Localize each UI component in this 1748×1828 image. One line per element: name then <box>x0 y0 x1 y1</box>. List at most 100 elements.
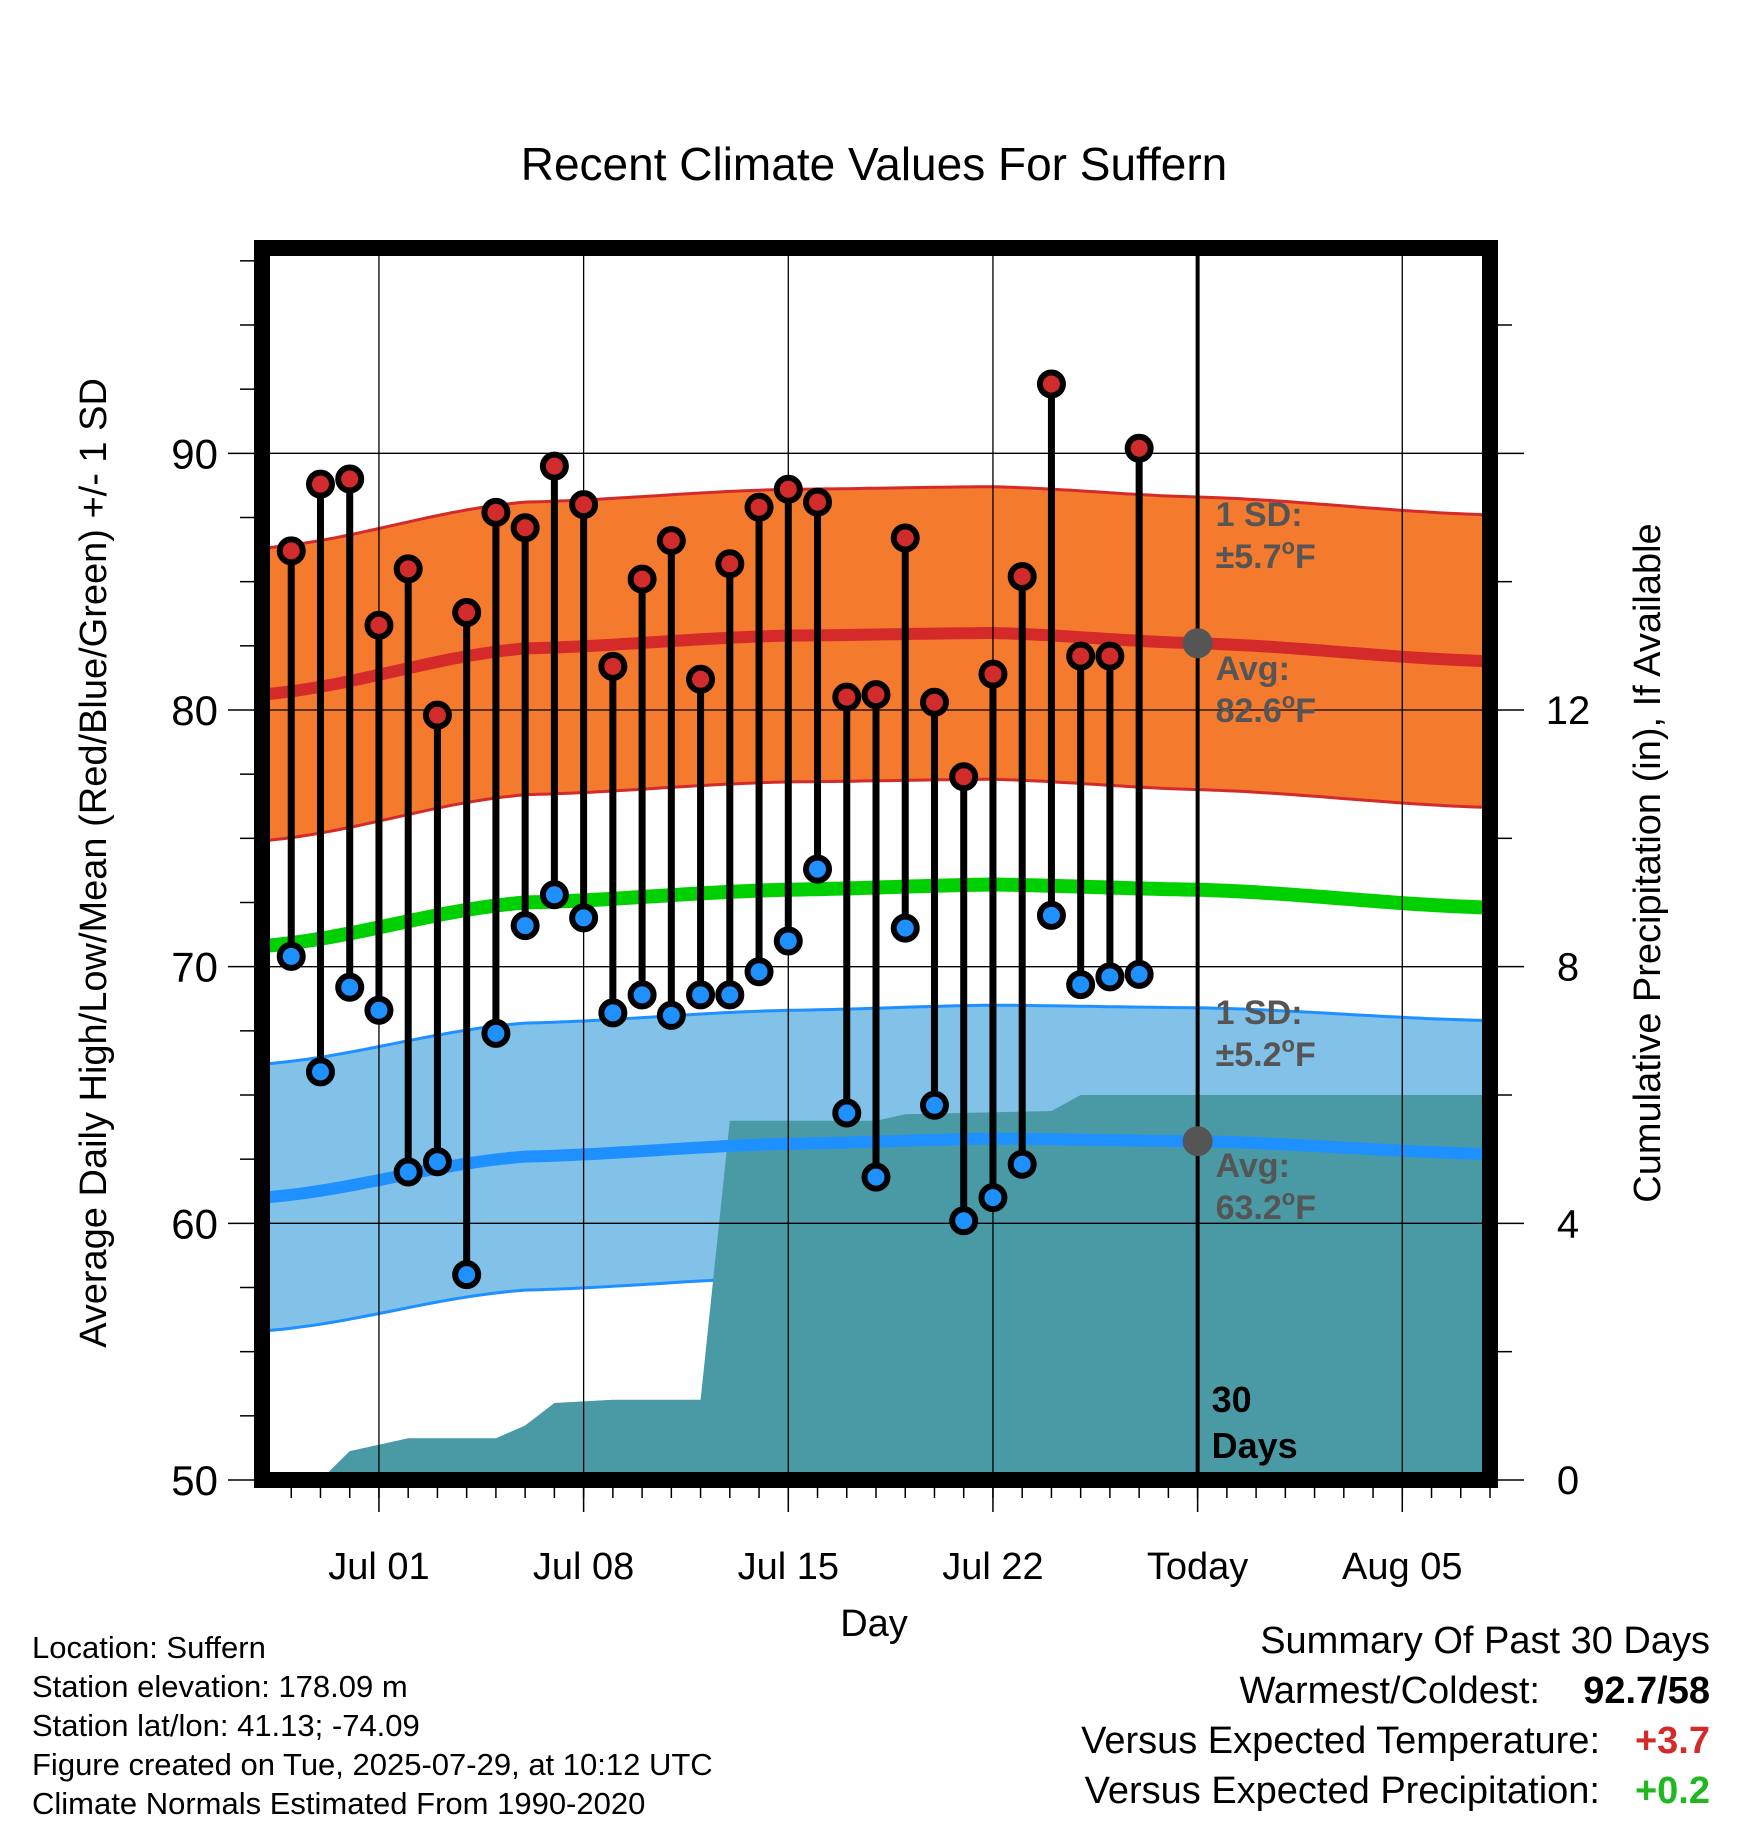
daily-high-marker <box>481 497 511 527</box>
x-axis-tick-label: Jul 01 <box>328 1546 429 1588</box>
low-avg-label: Avg: <box>1216 1147 1290 1185</box>
left-axis-tick-label: 70 <box>171 944 218 991</box>
x-axis-tick-label: Jul 22 <box>942 1546 1043 1588</box>
x-axis-tick-label: Aug 05 <box>1342 1546 1462 1588</box>
daily-low-marker <box>539 880 569 910</box>
right-axis-tick-label: 0 <box>1557 1459 1579 1503</box>
daily-low-marker <box>978 1183 1008 1213</box>
daily-high-marker <box>1124 433 1154 463</box>
daily-low-marker <box>949 1206 979 1236</box>
daily-low-marker <box>744 957 774 987</box>
daily-low-marker <box>1036 900 1066 930</box>
summary-precip-row: Versus Expected Precipitation: +0.2 <box>1085 1770 1710 1816</box>
daily-low-marker <box>686 980 716 1010</box>
summary-precip-label: Versus Expected Precipitation: <box>1084 1770 1600 1812</box>
summary-precip-value: +0.2 <box>1634 1770 1710 1812</box>
daily-high-marker <box>539 451 569 481</box>
high-avg-label: Avg: <box>1216 650 1290 688</box>
daily-low-marker <box>861 1162 891 1192</box>
daily-low-marker <box>569 903 599 933</box>
daily-high-marker <box>656 526 686 556</box>
high-sd-band <box>262 486 1490 841</box>
daily-low-marker <box>510 911 540 941</box>
daily-low-marker <box>832 1098 862 1128</box>
daily-low-marker <box>656 1000 686 1030</box>
daily-high-marker <box>422 700 452 730</box>
daily-high-marker <box>598 651 628 681</box>
station-info: Location: Suffern Station elevation: 178… <box>32 1628 713 1823</box>
daily-low-marker <box>1066 970 1096 1000</box>
daily-low-marker <box>335 972 365 1002</box>
high-avg-value: 82.6oF <box>1216 688 1316 730</box>
daily-low-marker <box>919 1090 949 1120</box>
high-sd-upper-edge <box>261 485 1491 550</box>
high-sd-label: 1 SD: <box>1216 496 1303 534</box>
daily-high-marker <box>803 487 833 517</box>
daily-high-marker <box>1007 562 1037 592</box>
daily-low-marker <box>715 980 745 1010</box>
daily-low-marker <box>452 1260 482 1290</box>
left-axis-tick-label: 60 <box>171 1200 218 1247</box>
daily-high-marker <box>978 659 1008 689</box>
daily-high-marker <box>335 464 365 494</box>
daily-high-marker <box>510 513 540 543</box>
daily-low-marker <box>364 995 394 1025</box>
left-axis-tick-label: 90 <box>171 430 218 477</box>
daily-high-marker <box>1036 369 1066 399</box>
daily-high-marker <box>393 554 423 584</box>
daily-low-marker <box>1124 959 1154 989</box>
daily-low-marker <box>393 1157 423 1187</box>
daily-high-marker <box>744 492 774 522</box>
daily-high-marker <box>949 762 979 792</box>
right-axis-tick-label: 12 <box>1546 689 1591 733</box>
daily-low-marker <box>890 913 920 943</box>
daily-high-marker <box>715 549 745 579</box>
daily-low-marker <box>773 926 803 956</box>
daily-high-marker <box>832 682 862 712</box>
chart-title: Recent Climate Values For Suffern <box>521 138 1228 190</box>
summary-temp-row: Versus Expected Temperature: +3.7 <box>1081 1720 1710 1766</box>
daily-high-marker <box>890 523 920 553</box>
daily-low-marker <box>481 1018 511 1048</box>
daily-low-marker <box>1007 1149 1037 1179</box>
daily-high-marker <box>919 687 949 717</box>
daily-high-marker <box>276 536 306 566</box>
daily-low-marker <box>276 941 306 971</box>
daily-low-marker <box>1095 962 1125 992</box>
daily-high-marker <box>305 469 335 499</box>
today-low-avg-dot <box>1182 1126 1213 1157</box>
daily-high-marker <box>773 474 803 504</box>
low-sd-value: ±5.2oF <box>1216 1032 1316 1074</box>
right-axis-tick-label: 4 <box>1557 1202 1579 1246</box>
summary-warmest-row: Warmest/Coldest: 92.7/58 <box>1239 1670 1710 1716</box>
info-latlon: Station lat/lon: 41.13; -74.09 <box>32 1708 420 1743</box>
daily-high-marker <box>452 597 482 627</box>
daily-low-marker <box>598 998 628 1028</box>
daily-low-marker <box>422 1147 452 1177</box>
x-axis-label: Day <box>840 1603 908 1645</box>
daily-high-marker <box>1095 641 1125 671</box>
info-location: Location: Suffern <box>32 1630 266 1665</box>
summary-temp-value: +3.7 <box>1634 1720 1710 1762</box>
left-axis-tick-label: 50 <box>171 1457 218 1504</box>
daily-high-marker <box>1066 641 1096 671</box>
x-axis-tick-label: Jul 15 <box>738 1546 839 1588</box>
summary-warmest-value: 92.7/58 <box>1583 1670 1710 1712</box>
today-high-avg-dot <box>1182 628 1213 659</box>
info-normals: Climate Normals Estimated From 1990-2020 <box>32 1786 646 1821</box>
daily-high-marker <box>861 680 891 710</box>
low-avg-value: 63.2oF <box>1216 1185 1316 1227</box>
daily-low-marker <box>305 1057 335 1087</box>
summary-title: Summary Of Past 30 Days <box>1260 1620 1710 1662</box>
summary-warmest-label: Warmest/Coldest: <box>1239 1670 1540 1712</box>
info-created: Figure created on Tue, 2025-07-29, at 10… <box>32 1747 713 1782</box>
high-sd-value: ±5.7oF <box>1216 534 1316 576</box>
y-axis-left-label: Average Daily High/Low/Mean (Red/Blue/Gr… <box>73 378 115 1348</box>
info-elevation: Station elevation: 178.09 m <box>32 1669 408 1704</box>
period-word-label: Days <box>1212 1425 1298 1466</box>
right-axis-tick-label: 8 <box>1557 946 1579 990</box>
y-axis-right-label: Cumulative Precipitation (in), If Availa… <box>1627 523 1669 1202</box>
daily-high-marker <box>569 490 599 520</box>
